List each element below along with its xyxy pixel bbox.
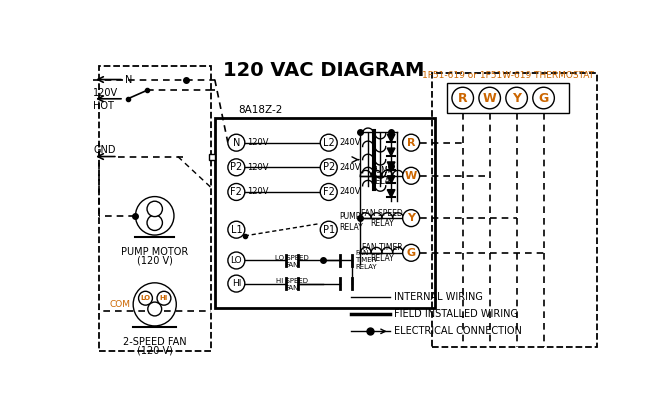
Polygon shape	[387, 190, 395, 197]
Text: INTERNAL WIRING: INTERNAL WIRING	[394, 292, 483, 302]
Text: F2: F2	[323, 187, 335, 197]
Text: FAN TIMER
RELAY: FAN TIMER RELAY	[362, 243, 402, 263]
Bar	[432, 73, 598, 347]
Text: LO: LO	[141, 295, 151, 301]
Circle shape	[139, 291, 152, 305]
Text: Y: Y	[512, 91, 521, 104]
Circle shape	[148, 302, 161, 316]
Circle shape	[228, 184, 245, 200]
Circle shape	[147, 215, 162, 230]
Bar	[448, 83, 569, 114]
Circle shape	[452, 87, 474, 109]
Text: P2: P2	[323, 162, 335, 172]
Text: P1: P1	[323, 225, 335, 235]
Circle shape	[133, 283, 176, 326]
Text: HI: HI	[160, 295, 168, 301]
Text: FAN
TIMER
RELAY: FAN TIMER RELAY	[355, 251, 377, 271]
Circle shape	[228, 252, 245, 269]
Bar	[215, 118, 435, 308]
Circle shape	[403, 167, 419, 184]
Text: COM: COM	[109, 300, 130, 309]
Text: 120V: 120V	[247, 187, 269, 197]
Text: N: N	[125, 75, 133, 85]
Bar	[99, 66, 211, 351]
Text: (120 V): (120 V)	[137, 345, 173, 355]
Polygon shape	[387, 134, 395, 142]
Polygon shape	[387, 162, 395, 170]
Circle shape	[403, 134, 419, 151]
Text: PUMP
RELAY: PUMP RELAY	[370, 166, 394, 186]
Text: PUMP MOTOR: PUMP MOTOR	[121, 247, 188, 256]
Circle shape	[228, 134, 245, 151]
Text: 120V: 120V	[247, 163, 269, 172]
Circle shape	[320, 221, 337, 238]
Text: 120 VAC DIAGRAM: 120 VAC DIAGRAM	[223, 61, 425, 80]
Text: F2: F2	[230, 187, 243, 197]
Circle shape	[403, 210, 419, 227]
Text: R: R	[458, 91, 468, 104]
Text: 240V: 240V	[340, 187, 361, 197]
Circle shape	[320, 159, 337, 176]
Text: W: W	[405, 171, 417, 181]
Text: W: W	[483, 91, 496, 104]
Text: 240V: 240V	[340, 163, 361, 172]
Text: Y: Y	[407, 213, 415, 223]
Text: HI SPEED
FAN: HI SPEED FAN	[276, 278, 308, 291]
Text: ELECTRICAL CONNECTION: ELECTRICAL CONNECTION	[394, 326, 522, 336]
Text: FAN SPEED
RELAY: FAN SPEED RELAY	[361, 209, 403, 228]
Text: GND: GND	[93, 145, 116, 155]
Text: FIELD INSTALLED WIRING: FIELD INSTALLED WIRING	[394, 309, 518, 318]
Circle shape	[506, 87, 527, 109]
Text: PUMP
RELAY: PUMP RELAY	[340, 212, 363, 232]
Circle shape	[479, 87, 500, 109]
Circle shape	[228, 159, 245, 176]
Circle shape	[320, 134, 337, 151]
Text: 240V: 240V	[340, 138, 361, 147]
Text: LO: LO	[230, 256, 242, 265]
Circle shape	[147, 201, 162, 217]
Circle shape	[228, 221, 245, 238]
Text: 2-SPEED FAN: 2-SPEED FAN	[123, 337, 186, 347]
Text: HOT: HOT	[93, 101, 114, 111]
Circle shape	[403, 244, 419, 261]
Text: 120V: 120V	[93, 88, 118, 98]
Circle shape	[157, 291, 171, 305]
Text: L2: L2	[323, 138, 334, 147]
Text: L1: L1	[230, 225, 242, 235]
Circle shape	[320, 184, 337, 200]
Polygon shape	[387, 176, 395, 184]
Text: G: G	[407, 248, 415, 258]
Text: R: R	[407, 138, 415, 147]
Text: 8A18Z-2: 8A18Z-2	[238, 105, 282, 115]
Text: 1F51-619 or 1F51W-619 THERMOSTAT: 1F51-619 or 1F51W-619 THERMOSTAT	[422, 71, 594, 80]
Polygon shape	[387, 148, 395, 156]
Circle shape	[135, 197, 174, 235]
Text: G: G	[539, 91, 549, 104]
Circle shape	[533, 87, 554, 109]
Text: HI: HI	[232, 279, 241, 288]
Circle shape	[228, 275, 245, 292]
Text: (120 V): (120 V)	[137, 255, 173, 265]
Text: P2: P2	[230, 162, 243, 172]
Text: LO SPEED
FAN: LO SPEED FAN	[275, 255, 309, 268]
Text: N: N	[232, 138, 240, 147]
Text: 120V: 120V	[247, 138, 269, 147]
